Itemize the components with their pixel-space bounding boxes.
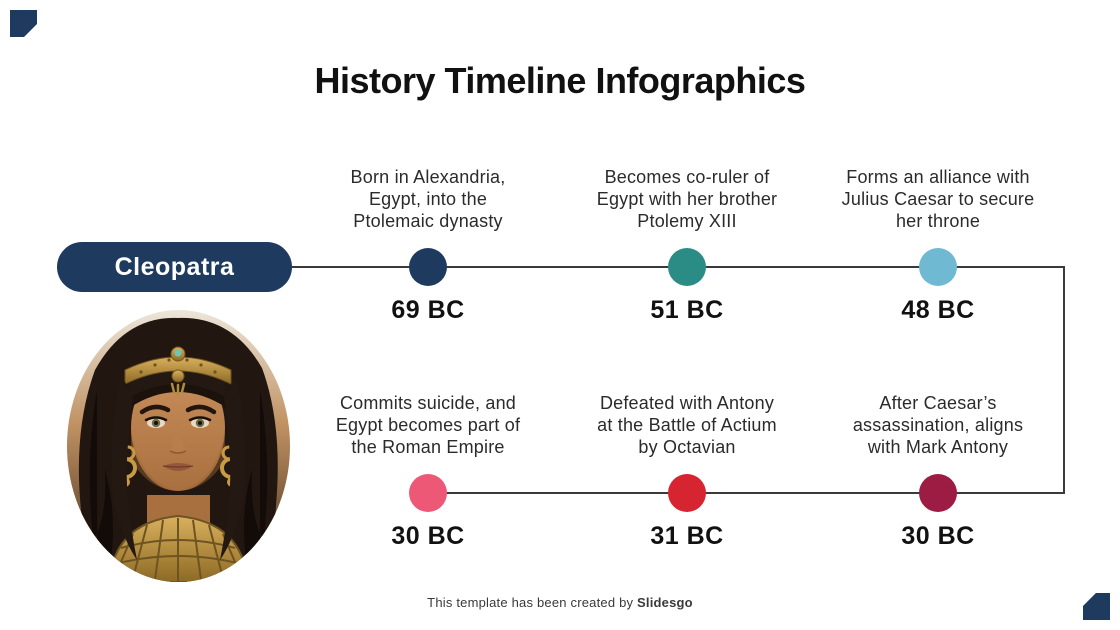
description-line: her throne — [895, 211, 981, 231]
corner-accent-top-left-icon — [10, 10, 37, 37]
timeline-line-bottom — [428, 492, 1065, 494]
timeline-dot — [668, 474, 706, 512]
event-year: 69 BC — [391, 296, 465, 324]
event-year: 48 BC — [901, 296, 975, 324]
cleopatra-portrait-illustration — [67, 310, 290, 582]
description-line: After Caesar’s — [879, 393, 997, 413]
event-description: Born in Alexandria, Egypt, into the Ptol… — [303, 166, 553, 232]
event-year: 30 BC — [901, 522, 975, 550]
credit-brand: Slidesgo — [637, 595, 693, 610]
description-line: Ptolemaic dynasty — [353, 211, 503, 231]
timeline-dot — [919, 474, 957, 512]
description-line: Defeated with Antony — [599, 393, 775, 413]
description-line: Egypt, into the — [368, 189, 488, 209]
timeline-event-30bc-antony: After Caesar’s assassination, aligns wit… — [813, 392, 1063, 562]
description-line: Egypt becomes part of — [335, 415, 521, 435]
event-description: Becomes co-ruler of Egypt with her broth… — [562, 166, 812, 232]
subject-badge: Cleopatra — [57, 242, 292, 292]
cleopatra-portrait — [67, 310, 290, 582]
event-year: 51 BC — [650, 296, 724, 324]
timeline-dot — [919, 248, 957, 286]
event-year: 31 BC — [650, 522, 724, 550]
page-title: History Timeline Infographics — [314, 60, 806, 101]
timeline-dot — [409, 474, 447, 512]
description-line: by Octavian — [638, 437, 736, 457]
description-line: the Roman Empire — [351, 437, 505, 457]
event-description: Forms an alliance with Julius Caesar to … — [813, 166, 1063, 232]
description-line: Forms an alliance with — [846, 167, 1030, 187]
description-line: Ptolemy XIII — [637, 211, 737, 231]
description-line: at the Battle of Actium — [597, 415, 777, 435]
timeline-event-48bc: Forms an alliance with Julius Caesar to … — [813, 166, 1063, 336]
timeline-dot — [409, 248, 447, 286]
event-description: Commits suicide, and Egypt becomes part … — [303, 392, 553, 458]
credit-line: This template has been created by Slides… — [0, 595, 1120, 610]
description-line: Egypt with her brother — [596, 189, 778, 209]
subject-name: Cleopatra — [114, 252, 235, 281]
timeline-dot — [668, 248, 706, 286]
event-description: After Caesar’s assassination, aligns wit… — [813, 392, 1063, 458]
event-description: Defeated with Antony at the Battle of Ac… — [562, 392, 812, 458]
description-line: assassination, aligns — [852, 415, 1024, 435]
event-year: 30 BC — [391, 522, 465, 550]
timeline-event-51bc: Becomes co-ruler of Egypt with her broth… — [562, 166, 812, 336]
description-line: Commits suicide, and — [339, 393, 517, 413]
description-line: Born in Alexandria, — [350, 167, 506, 187]
timeline-line-vertical — [1063, 266, 1065, 494]
timeline-event-31bc: Defeated with Antony at the Battle of Ac… — [562, 392, 812, 562]
description-line: Julius Caesar to secure — [841, 189, 1035, 209]
description-line: Becomes co-ruler of — [604, 167, 770, 187]
timeline-event-69bc: Born in Alexandria, Egypt, into the Ptol… — [303, 166, 553, 336]
credit-text: This template has been created by — [427, 595, 638, 610]
description-line: with Mark Antony — [867, 437, 1009, 457]
timeline-event-30bc-suicide: Commits suicide, and Egypt becomes part … — [303, 392, 553, 562]
